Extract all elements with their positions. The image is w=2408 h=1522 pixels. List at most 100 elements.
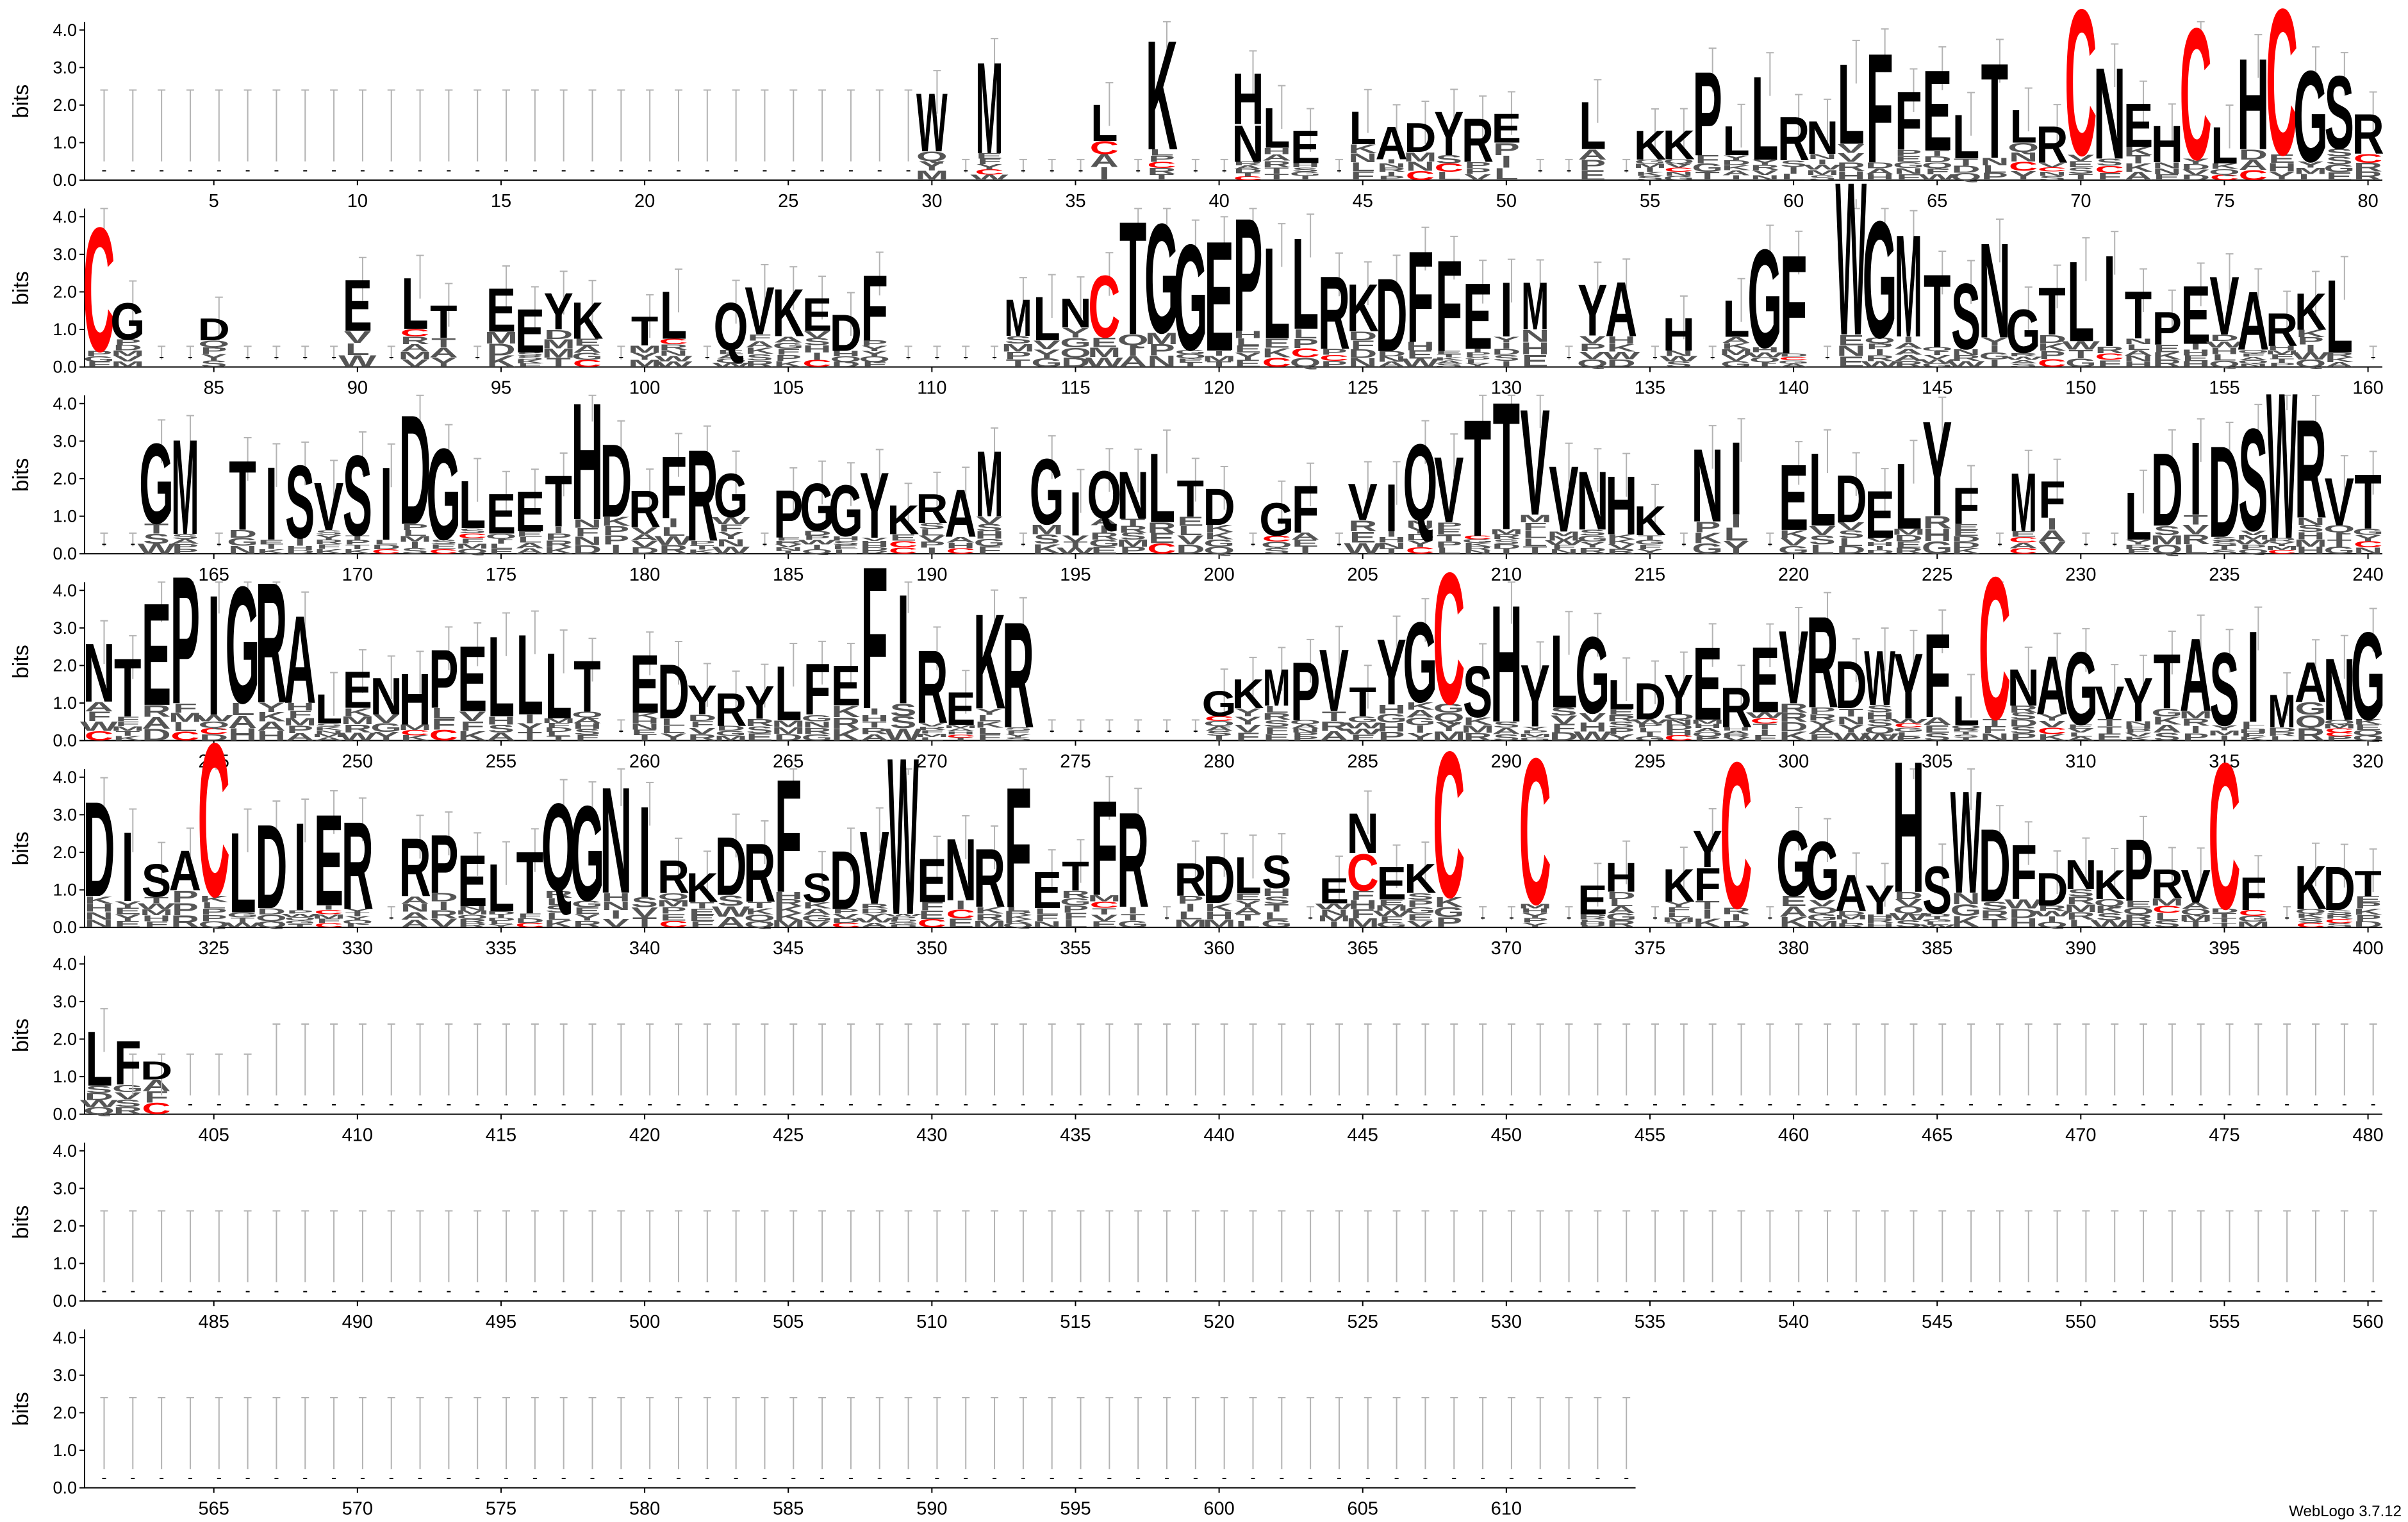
logo-letter: N [83, 627, 115, 720]
logo-letter: N [944, 821, 977, 920]
logo-minor-letter: N [1664, 170, 1693, 177]
x-tick-label: 330 [342, 938, 373, 959]
logo-minor-letter: Y [861, 344, 888, 352]
logo-minor-letter: Y [1751, 158, 1778, 167]
x-tick-label: 135 [1635, 378, 1665, 399]
logo-minor-letter: D [286, 549, 315, 555]
logo-letter: V [745, 273, 775, 349]
logo-letter: G [829, 470, 863, 552]
logo-minor-letter: S [315, 529, 342, 536]
y-tick-label: 3.0 [53, 431, 77, 451]
logo-minor-letter: S [804, 336, 830, 348]
logo-minor-letter: P [1493, 140, 1520, 159]
x-tick-label: 495 [486, 1312, 516, 1332]
x-tick-label: 85 [204, 378, 224, 399]
y-tick-label: 1.0 [53, 1254, 77, 1273]
logo-minor-letter: C [802, 358, 831, 370]
x-tick-label: 220 [1778, 565, 1809, 585]
logo-minor-letter: P [1464, 351, 1491, 357]
logo-minor-letter: D [1348, 329, 1377, 343]
x-tick-label: 335 [486, 938, 516, 959]
logo-minor-letter: M [456, 542, 489, 550]
logo-letter: R [916, 486, 948, 533]
logo-letter: M [1263, 659, 1291, 717]
logo-letter: I [122, 812, 134, 923]
logo-minor-letter: D [1492, 347, 1521, 356]
y-tick-label: 0.0 [53, 731, 77, 750]
x-tick-label: 130 [1491, 378, 1522, 399]
x-tick-label: 35 [1065, 191, 1085, 211]
logo-minor-letter: Q [2008, 140, 2039, 155]
y-tick-label: 0.0 [53, 358, 77, 377]
x-tick-label: 385 [1922, 938, 1952, 959]
logo-minor-letter: P [861, 339, 888, 347]
logo-letter: L [2326, 258, 2353, 375]
logo-minor-letter: S [1435, 153, 1462, 166]
logo-minor-letter: C [1262, 355, 1291, 370]
y-tick-label: 2.0 [53, 282, 77, 301]
logo-minor-letter: D [1722, 159, 1751, 167]
logo-letter: E [831, 653, 861, 718]
logo-letter: T [545, 461, 572, 542]
logo-minor-letter: Q [1577, 357, 1608, 369]
logo-letter: F [1952, 477, 1979, 535]
x-tick-label: 430 [916, 1125, 947, 1146]
logo-minor-letter: L [1494, 165, 1519, 184]
x-tick-label: 600 [1203, 1499, 1234, 1519]
logo-minor-letter: I [1760, 361, 1770, 368]
logo-letter: H [1605, 855, 1637, 902]
logo-minor-letter: W [2206, 340, 2243, 350]
logo-minor-letter: M [915, 168, 948, 183]
x-tick-label: 280 [1203, 752, 1234, 772]
logo-minor-letter: S [1493, 353, 1520, 363]
y-tick-label: 4.0 [53, 1328, 77, 1347]
logo-minor-letter: C [2354, 152, 2382, 165]
logo-minor-letter: F [977, 157, 1002, 165]
logo-minor-letter: W [338, 352, 377, 370]
x-tick-label: 155 [2209, 378, 2239, 399]
logo-letter: N [370, 668, 402, 725]
logo-minor-letter: T [345, 534, 370, 541]
y-tick-label: 3.0 [53, 1366, 77, 1385]
x-tick-label: 105 [773, 378, 804, 399]
logo-minor-letter: D [1779, 352, 1808, 358]
logo-minor-letter: L [1150, 148, 1174, 158]
logo-letter: R [1117, 784, 1149, 936]
logo-minor-letter: A [1090, 151, 1119, 171]
logo-letter: L [2211, 117, 2238, 175]
logo-letter: E [142, 572, 171, 736]
logo-minor-letter: W [1861, 360, 1899, 368]
logo-minor-letter: K [2325, 356, 2354, 363]
logo-minor-letter: C [2095, 164, 2124, 175]
x-tick-label: 485 [199, 1312, 229, 1332]
logo-minor-letter: K [2123, 145, 2152, 158]
x-tick-label: 365 [1348, 938, 1378, 959]
logo-letter: L [516, 611, 543, 739]
x-tick-label: 390 [2065, 938, 2096, 959]
logo-letter: A [284, 590, 316, 731]
logo-letter: C [83, 190, 115, 388]
logo-minor-letter: C [1406, 169, 1435, 183]
logo-minor-letter: Q [2209, 167, 2240, 176]
logo-minor-letter: Q [1950, 171, 1982, 183]
logo-minor-letter: V [1464, 172, 1491, 182]
logo-minor-letter: M [628, 343, 661, 354]
logo-minor-letter: Q [198, 339, 229, 349]
logo-minor-letter: I [1185, 361, 1196, 368]
logo-letter: F [1435, 233, 1462, 379]
logo-minor-letter: I [1989, 358, 2000, 369]
logo-minor-letter: I [2305, 343, 2316, 354]
logo-letter: L [1751, 51, 1778, 185]
logo-letter: E [343, 265, 372, 346]
logo-minor-letter: L [518, 535, 542, 544]
logo-minor-letter: H [1233, 329, 1262, 340]
logo-minor-letter: D [372, 543, 400, 550]
logo-letter: G [139, 419, 174, 547]
logo-letter: L [2009, 101, 2036, 153]
y-tick-label: 1.0 [53, 693, 77, 713]
logo-letter: H [1490, 571, 1522, 757]
logo-minor-letter: F [2270, 353, 2294, 360]
logo-letter: T [516, 834, 543, 932]
x-tick-label: 610 [1491, 1499, 1522, 1519]
